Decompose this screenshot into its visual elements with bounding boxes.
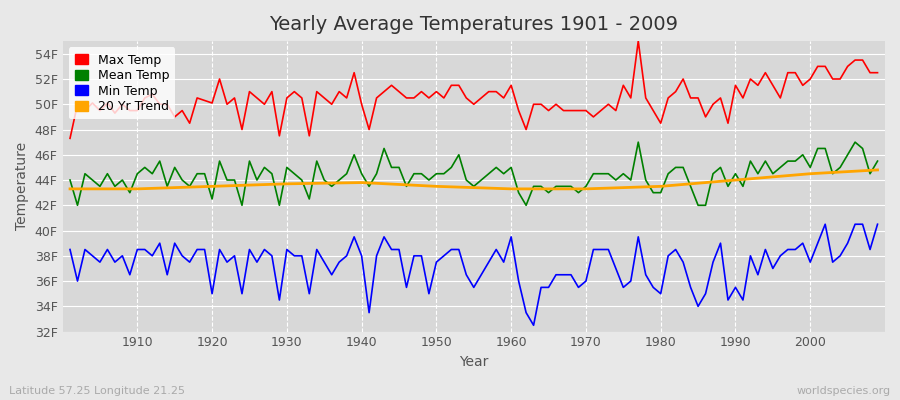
X-axis label: Year: Year bbox=[459, 355, 489, 369]
Y-axis label: Temperature: Temperature bbox=[15, 142, 29, 230]
Title: Yearly Average Temperatures 1901 - 2009: Yearly Average Temperatures 1901 - 2009 bbox=[269, 15, 679, 34]
Text: worldspecies.org: worldspecies.org bbox=[796, 386, 891, 396]
Text: Latitude 57.25 Longitude 21.25: Latitude 57.25 Longitude 21.25 bbox=[9, 386, 185, 396]
Legend: Max Temp, Mean Temp, Min Temp, 20 Yr Trend: Max Temp, Mean Temp, Min Temp, 20 Yr Tre… bbox=[68, 47, 176, 119]
